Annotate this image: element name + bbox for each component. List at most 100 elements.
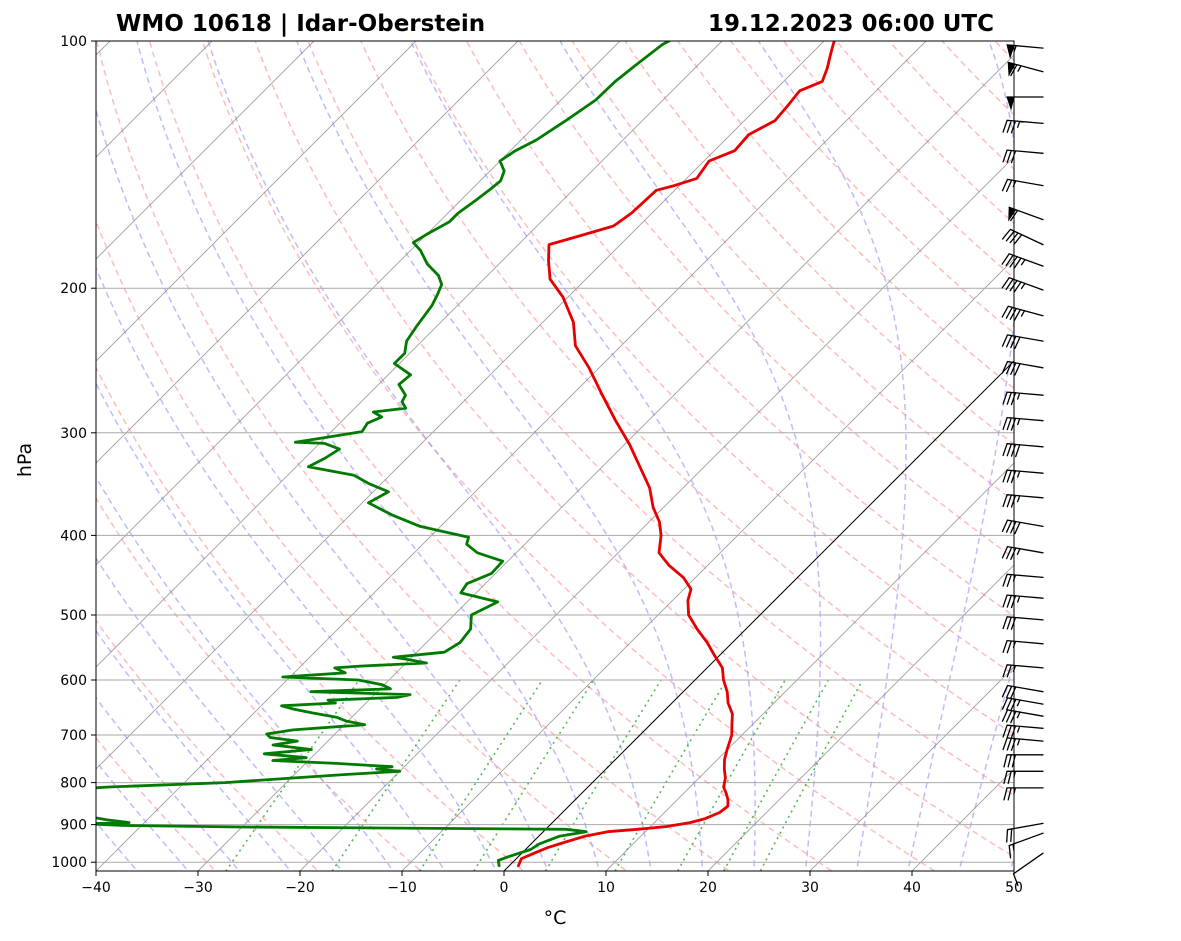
dry-adiabat xyxy=(941,41,1014,116)
wind-barb xyxy=(1001,684,1044,699)
dry-adiabat xyxy=(96,619,320,871)
isotherm xyxy=(96,41,417,362)
mixing-ratio-lines xyxy=(224,679,864,871)
dry-adiabat xyxy=(148,41,834,871)
dry-adiabats xyxy=(96,41,1014,871)
dry-adiabat xyxy=(518,41,1014,560)
dry-adiabat xyxy=(96,736,217,871)
wind-barb-staff xyxy=(1006,822,1044,843)
isotherm xyxy=(707,564,1014,871)
wind-barb-staff xyxy=(1002,639,1044,654)
wind-barb xyxy=(1002,664,1044,678)
wind-barb xyxy=(1007,61,1044,77)
y-tick-label: 400 xyxy=(60,528,87,544)
mixing-ratio-line xyxy=(224,679,360,871)
moist-adiabat xyxy=(96,381,446,871)
isotherm xyxy=(605,462,1014,871)
wind-barb-staff xyxy=(1003,770,1044,784)
moist-adiabat xyxy=(96,629,292,871)
wind-barb xyxy=(1002,573,1044,587)
wind-barb-staff xyxy=(1001,334,1044,350)
wind-barb xyxy=(1003,787,1044,801)
y-axis: 100 200 300 400 500 600 700 800 900 1000 xyxy=(51,34,96,871)
y-tick-label: 1000 xyxy=(51,855,87,871)
moist-adiabat xyxy=(559,41,822,871)
mixing-ratio-line xyxy=(472,679,595,871)
wind-barb-staff xyxy=(1001,360,1044,376)
chart-title-time: 19.12.2023 06:00 UTC xyxy=(708,11,994,37)
background-lines xyxy=(0,41,1014,871)
wind-barb-staff xyxy=(1001,253,1044,270)
wind-barb-staff xyxy=(1001,178,1044,193)
dry-adiabat xyxy=(993,41,1014,62)
wind-barb xyxy=(1002,724,1044,739)
mixing-ratio-line xyxy=(722,679,830,871)
mixing-ratio-line xyxy=(331,679,461,871)
wind-barb-staff xyxy=(1001,519,1044,535)
moist-adiabat xyxy=(1009,854,1014,871)
moist-adiabat xyxy=(296,41,704,871)
wind-barb-staff xyxy=(1008,832,1044,859)
wind-barb xyxy=(1001,519,1044,535)
x-tick-label: 0 xyxy=(500,880,509,896)
wind-barb xyxy=(1006,822,1044,843)
dry-adiabat xyxy=(96,366,525,871)
wind-barb xyxy=(1002,119,1044,134)
dry-adiabat xyxy=(412,41,1014,676)
isotherm xyxy=(1013,870,1014,871)
x-tick-label: 10 xyxy=(597,880,615,896)
moist-adiabat xyxy=(96,107,549,871)
wind-barb xyxy=(1001,228,1044,246)
wind-barb xyxy=(1003,754,1044,768)
wind-barb xyxy=(1001,178,1044,193)
moist-adiabat xyxy=(757,41,907,871)
moist-adiabat xyxy=(136,41,601,871)
wind-barb-staff xyxy=(1002,616,1044,630)
wind-barb-staff xyxy=(1002,416,1044,431)
wind-barb-staff xyxy=(1002,573,1044,587)
wind-barb xyxy=(1002,391,1044,406)
isotherm xyxy=(96,41,621,566)
dry-adiabat xyxy=(465,41,1014,617)
isotherm xyxy=(197,54,1014,871)
wind-barb xyxy=(1001,697,1044,712)
wind-barb-staff xyxy=(1002,391,1044,406)
y-tick-label: 900 xyxy=(60,818,87,834)
moist-adiabat xyxy=(96,475,395,871)
isotherm xyxy=(96,41,927,871)
wind-barb-staff xyxy=(1003,787,1044,801)
wind-barb-staff xyxy=(1001,545,1044,560)
wind-barb-staff xyxy=(1001,709,1044,724)
mixing-ratio-line xyxy=(544,679,662,871)
mixing-ratio-line xyxy=(759,679,864,871)
wind-barb-staff xyxy=(1001,684,1044,699)
x-tick-label: 40 xyxy=(903,880,921,896)
wind-barb-staff xyxy=(1002,443,1044,458)
moist-adiabat xyxy=(96,556,343,871)
wind-barb-staff xyxy=(1002,594,1044,609)
moist-adiabat xyxy=(958,659,1014,871)
temperature-profile xyxy=(517,41,836,868)
y-tick-label: 500 xyxy=(60,608,87,624)
wind-barb-staff xyxy=(1002,469,1044,484)
isotherm xyxy=(401,258,1014,871)
isotherm xyxy=(0,41,8,871)
moist-adiabat xyxy=(409,41,756,871)
wind-barb xyxy=(1006,44,1044,59)
isotherms xyxy=(0,41,1014,871)
dewpoint-profile xyxy=(96,41,671,868)
wind-barb xyxy=(1001,334,1044,350)
profiles xyxy=(96,41,836,868)
x-axis-label: °C xyxy=(544,907,567,929)
wind-barb xyxy=(1002,594,1044,609)
wind-barb xyxy=(1002,616,1044,630)
wind-barb xyxy=(1006,96,1044,111)
isotherm xyxy=(96,41,315,260)
wind-barb xyxy=(1001,305,1044,322)
wind-barb xyxy=(1002,416,1044,431)
wind-barb xyxy=(1001,360,1044,376)
moist-adiabat xyxy=(96,266,498,871)
wind-barb-staff xyxy=(1003,754,1044,768)
isotherm xyxy=(911,768,1014,871)
